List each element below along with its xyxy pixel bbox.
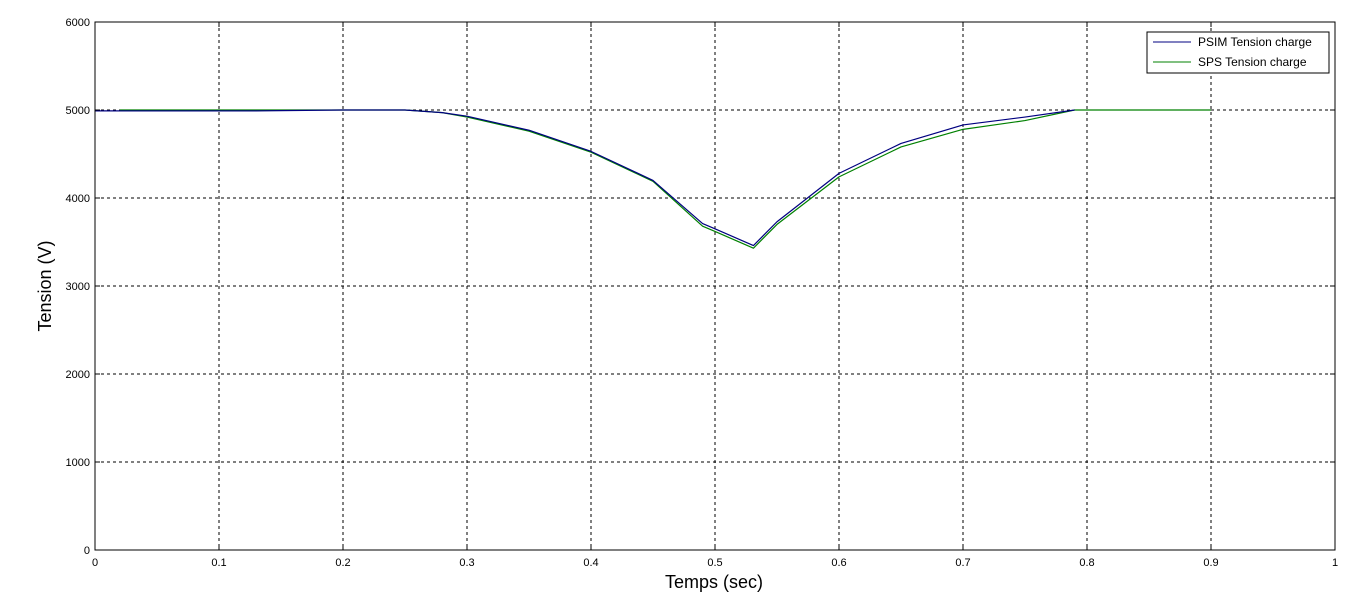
x-tick-label: 0.4 [583, 557, 598, 569]
series-layer [95, 109, 1211, 249]
y-axis-ticks: 0 1000 2000 3000 4000 5000 6000 [66, 17, 1335, 557]
y-tick-label: 4000 [66, 193, 90, 205]
y-tick-label: 5000 [66, 105, 90, 117]
legend-box [1146, 31, 1330, 74]
y-tick-label: 3000 [66, 281, 90, 293]
y-tick-label: 1000 [66, 457, 90, 469]
legend-label-psim: PSIM Tension charge [1198, 35, 1312, 49]
x-tick-label: 0.5 [707, 557, 722, 569]
legend: PSIM Tension charge SPS Tension charge [1146, 31, 1330, 74]
x-axis-ticks: 0 0.1 0.2 0.3 0.4 0.5 0.6 0.7 0.8 0.9 1 [92, 22, 1338, 569]
x-tick-label: 1 [1332, 557, 1338, 569]
legend-label-sps: SPS Tension charge [1198, 55, 1307, 69]
y-tick-label: 0 [84, 545, 90, 557]
series-line-psim [95, 109, 1075, 247]
x-tick-label: 0.3 [459, 557, 474, 569]
y-tick-label: 2000 [66, 369, 90, 381]
y-axis-label: Tension (V) [35, 240, 55, 331]
x-axis-label: Temps (sec) [665, 572, 763, 592]
x-tick-label: 0.1 [211, 557, 226, 569]
x-tick-label: 0.8 [1079, 557, 1094, 569]
x-tick-label: 0 [92, 557, 98, 569]
x-tick-label: 0.9 [1203, 557, 1218, 569]
y-tick-label: 6000 [66, 17, 90, 29]
x-tick-label: 0.6 [831, 557, 846, 569]
x-tick-label: 0.2 [335, 557, 350, 569]
x-tick-label: 0.7 [955, 557, 970, 569]
